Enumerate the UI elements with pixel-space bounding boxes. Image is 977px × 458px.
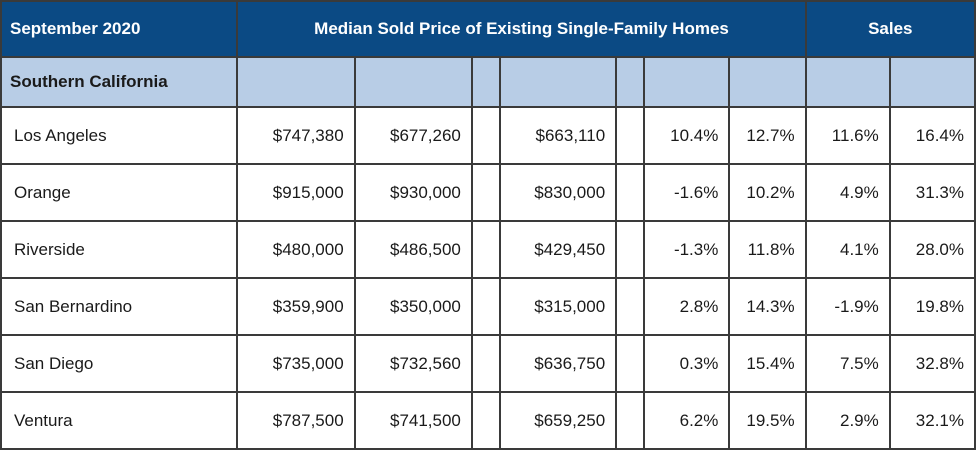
price-change-cell: 11.8% (728, 220, 807, 279)
sales-change-cell: 4.9% (804, 163, 891, 222)
spacer-cell (615, 106, 646, 165)
table-row: Los Angeles $747,380 $677,260 $663,110 10.4%… (0, 106, 977, 165)
period-header: September 2020 (0, 0, 239, 58)
spacer-cell (615, 391, 646, 450)
sales-change-cell: 31.3% (888, 163, 977, 222)
price-change-cell: 14.3% (728, 277, 807, 336)
region-label: Southern California (0, 56, 239, 108)
sales-change-cell: 32.1% (888, 391, 977, 450)
header-row: September 2020 Median Sold Price of Exis… (0, 0, 977, 58)
price-cell: $915,000 (236, 163, 356, 222)
county-name: Orange (0, 163, 239, 222)
spacer-cell (615, 220, 646, 279)
price-cell: $359,900 (236, 277, 356, 336)
spacer-cell (470, 106, 501, 165)
table-row: Ventura $787,500 $741,500 $659,250 6.2% 19.5%… (0, 391, 977, 450)
region-row: Southern California (0, 56, 977, 108)
region-cell (498, 56, 618, 108)
region-cell (888, 56, 977, 108)
price-cell: $732,560 (353, 334, 473, 393)
sales-change-cell: 11.6% (804, 106, 891, 165)
price-cell: $659,250 (498, 391, 618, 450)
price-cell: $741,500 (353, 391, 473, 450)
county-name: Ventura (0, 391, 239, 450)
county-name: San Bernardino (0, 277, 239, 336)
region-spacer-cell (615, 56, 646, 108)
price-change-cell: 6.2% (643, 391, 731, 450)
spacer-cell (470, 220, 501, 279)
table-row: Riverside $480,000 $486,500 $429,450 -1.3% 11… (0, 220, 977, 279)
sales-change-cell: 2.9% (804, 391, 891, 450)
region-cell (804, 56, 891, 108)
price-cell: $663,110 (498, 106, 618, 165)
table-row: Orange $915,000 $930,000 $830,000 -1.6% 10.2%… (0, 163, 977, 222)
region-cell (236, 56, 356, 108)
price-cell: $636,750 (498, 334, 618, 393)
price-change-cell: 0.3% (643, 334, 731, 393)
sales-change-cell: 4.1% (804, 220, 891, 279)
sales-group-header: Sales (804, 0, 977, 58)
region-cell (353, 56, 473, 108)
sales-change-cell: -1.9% (804, 277, 891, 336)
spacer-cell (615, 334, 646, 393)
price-cell: $787,500 (236, 391, 356, 450)
price-cell: $677,260 (353, 106, 473, 165)
county-name: San Diego (0, 334, 239, 393)
county-name: Los Angeles (0, 106, 239, 165)
spacer-cell (470, 277, 501, 336)
price-cell: $486,500 (353, 220, 473, 279)
price-cell: $315,000 (498, 277, 618, 336)
spacer-cell (470, 334, 501, 393)
price-change-cell: -1.6% (643, 163, 731, 222)
price-change-cell: 19.5% (728, 391, 807, 450)
spacer-cell (615, 277, 646, 336)
region-cell (643, 56, 731, 108)
price-change-cell: 15.4% (728, 334, 807, 393)
price-change-cell: -1.3% (643, 220, 731, 279)
price-change-cell: 10.4% (643, 106, 731, 165)
price-group-header: Median Sold Price of Existing Single-Fam… (236, 0, 807, 58)
table-row: San Diego $735,000 $732,560 $636,750 0.3% 15.… (0, 334, 977, 393)
sales-change-cell: 7.5% (804, 334, 891, 393)
price-change-cell: 12.7% (728, 106, 807, 165)
price-cell: $830,000 (498, 163, 618, 222)
price-cell: $350,000 (353, 277, 473, 336)
price-cell: $480,000 (236, 220, 356, 279)
spacer-cell (470, 391, 501, 450)
spacer-cell (470, 163, 501, 222)
price-change-cell: 10.2% (728, 163, 807, 222)
sales-change-cell: 16.4% (888, 106, 977, 165)
county-name: Riverside (0, 220, 239, 279)
table-row: San Bernardino $359,900 $350,000 $315,000 2.… (0, 277, 977, 336)
sales-change-cell: 32.8% (888, 334, 977, 393)
price-change-cell: 2.8% (643, 277, 731, 336)
region-cell (728, 56, 807, 108)
spacer-cell (615, 163, 646, 222)
sales-change-cell: 19.8% (888, 277, 977, 336)
price-cell: $930,000 (353, 163, 473, 222)
price-cell: $747,380 (236, 106, 356, 165)
price-cell: $735,000 (236, 334, 356, 393)
sales-change-cell: 28.0% (888, 220, 977, 279)
price-cell: $429,450 (498, 220, 618, 279)
region-spacer-cell (470, 56, 501, 108)
